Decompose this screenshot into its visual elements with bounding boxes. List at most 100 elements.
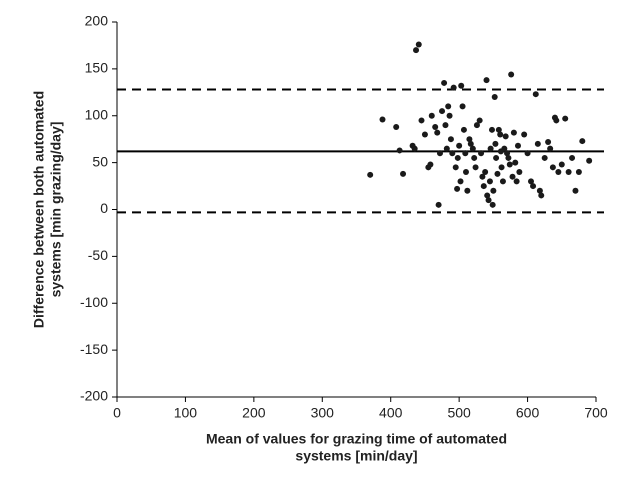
point bbox=[445, 103, 452, 110]
point bbox=[553, 117, 560, 124]
point bbox=[499, 178, 506, 185]
point bbox=[536, 187, 543, 194]
point bbox=[488, 126, 495, 133]
point bbox=[367, 171, 374, 178]
y-tick-label: -100 bbox=[80, 294, 108, 310]
point bbox=[449, 150, 456, 157]
point bbox=[432, 124, 439, 130]
point bbox=[508, 71, 515, 78]
point bbox=[512, 159, 519, 166]
point bbox=[396, 147, 403, 154]
point bbox=[411, 145, 418, 152]
point bbox=[501, 145, 508, 152]
point bbox=[514, 142, 521, 149]
x-tick-label: 500 bbox=[447, 405, 471, 421]
point bbox=[558, 161, 565, 168]
point bbox=[504, 150, 511, 157]
point bbox=[457, 178, 464, 185]
x-axis-label: systems [min/day] bbox=[295, 448, 417, 464]
point bbox=[454, 185, 461, 192]
point bbox=[473, 122, 480, 129]
point bbox=[471, 154, 478, 161]
y-tick-label: 50 bbox=[92, 153, 108, 169]
point bbox=[521, 131, 528, 138]
point bbox=[464, 187, 471, 194]
point bbox=[555, 169, 562, 175]
point bbox=[527, 178, 534, 185]
point bbox=[505, 154, 512, 161]
point bbox=[413, 47, 420, 54]
point bbox=[482, 169, 489, 175]
point bbox=[538, 192, 545, 199]
point bbox=[428, 112, 435, 119]
x-tick-label: 400 bbox=[379, 405, 403, 421]
y-tick-label: 0 bbox=[100, 200, 108, 216]
point bbox=[460, 126, 467, 133]
point bbox=[541, 154, 548, 161]
point bbox=[532, 91, 539, 98]
point bbox=[494, 170, 501, 177]
point bbox=[490, 187, 497, 194]
point bbox=[484, 192, 491, 199]
point bbox=[489, 201, 496, 208]
point bbox=[562, 115, 569, 122]
point bbox=[462, 150, 469, 157]
point bbox=[466, 136, 473, 143]
point bbox=[516, 169, 523, 175]
y-tick-label: 200 bbox=[85, 13, 109, 29]
point bbox=[400, 170, 407, 177]
point bbox=[491, 94, 498, 100]
x-tick-label: 0 bbox=[113, 405, 121, 421]
point bbox=[478, 150, 485, 157]
point bbox=[487, 145, 494, 152]
point bbox=[485, 197, 492, 204]
point bbox=[441, 79, 448, 86]
y-tick-label: -200 bbox=[80, 388, 108, 404]
point bbox=[435, 201, 442, 208]
x-tick-label: 700 bbox=[584, 405, 608, 421]
point bbox=[513, 178, 520, 185]
point bbox=[547, 145, 554, 152]
point bbox=[458, 82, 465, 89]
point bbox=[427, 161, 434, 168]
x-tick-label: 200 bbox=[242, 405, 266, 421]
point bbox=[462, 169, 469, 175]
point bbox=[459, 103, 466, 110]
point bbox=[379, 116, 386, 123]
point bbox=[530, 183, 537, 190]
point bbox=[421, 131, 428, 138]
point bbox=[493, 154, 500, 161]
point bbox=[524, 150, 531, 157]
point bbox=[393, 124, 400, 130]
point bbox=[565, 169, 572, 175]
point bbox=[480, 183, 487, 190]
point bbox=[549, 164, 556, 171]
x-axis-label: Mean of values for grazing time of autom… bbox=[206, 431, 507, 447]
point bbox=[498, 164, 505, 171]
point bbox=[456, 142, 463, 149]
point bbox=[454, 154, 461, 161]
point bbox=[502, 133, 509, 140]
point bbox=[442, 122, 449, 129]
point bbox=[439, 108, 446, 115]
point bbox=[476, 117, 483, 124]
y-tick-label: 150 bbox=[85, 60, 109, 76]
point bbox=[572, 187, 579, 194]
point bbox=[545, 139, 552, 145]
point bbox=[569, 154, 576, 161]
point bbox=[415, 41, 422, 48]
point bbox=[436, 150, 443, 157]
point bbox=[443, 145, 450, 152]
point bbox=[575, 169, 582, 175]
point bbox=[418, 117, 425, 124]
point bbox=[534, 140, 541, 147]
point bbox=[450, 84, 457, 91]
y-tick-label: 100 bbox=[85, 106, 109, 122]
point bbox=[509, 173, 516, 180]
y-tick-label: -50 bbox=[88, 247, 108, 263]
point bbox=[506, 161, 513, 168]
point bbox=[510, 129, 517, 136]
point bbox=[469, 145, 476, 152]
y-tick-label: -150 bbox=[80, 341, 108, 357]
